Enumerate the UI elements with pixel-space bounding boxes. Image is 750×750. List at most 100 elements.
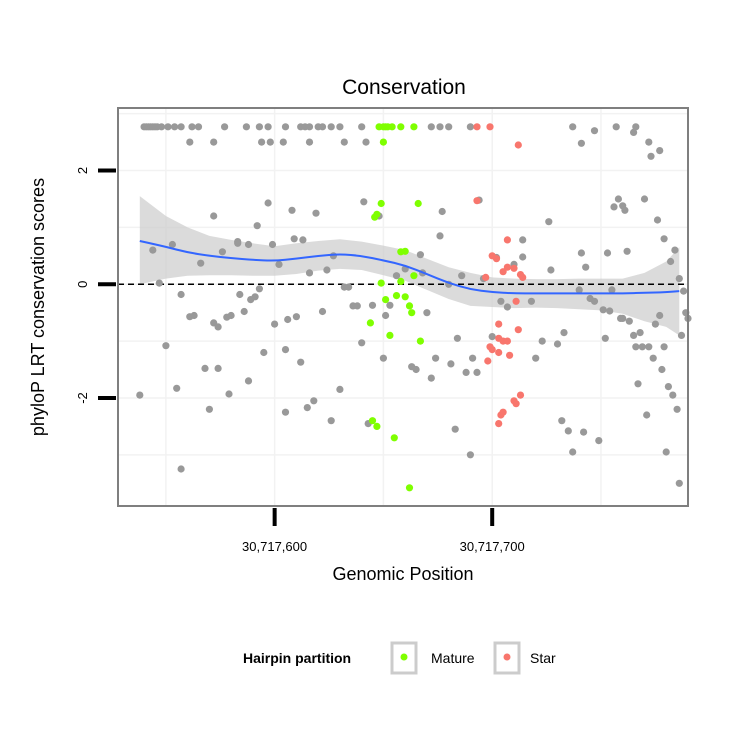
data-point (519, 236, 527, 244)
data-point (382, 296, 390, 304)
data-point (519, 273, 527, 281)
data-point (362, 138, 370, 146)
legend-swatch-mature (400, 653, 408, 661)
y-tick-label: 0 (75, 281, 90, 288)
y-tick-label: -2 (75, 392, 90, 404)
data-point (595, 437, 603, 445)
data-point (336, 123, 344, 131)
data-point (416, 337, 424, 345)
data-point (503, 263, 511, 271)
data-point (447, 360, 455, 368)
data-point (473, 197, 481, 205)
data-point (164, 123, 172, 131)
data-point (625, 317, 633, 325)
data-point (345, 283, 353, 291)
data-point (560, 329, 568, 337)
data-point (416, 251, 424, 259)
data-point (373, 422, 381, 430)
data-point (305, 269, 314, 277)
data-point (401, 247, 409, 255)
data-point (675, 479, 683, 487)
data-point (225, 390, 233, 398)
data-point (281, 123, 290, 131)
data-point (177, 123, 185, 131)
data-point (582, 263, 590, 271)
data-point (575, 286, 583, 294)
data-point (451, 425, 459, 433)
data-point (379, 138, 387, 146)
data-point (227, 311, 235, 320)
data-point (638, 343, 646, 351)
data-point (680, 287, 688, 295)
data-point (366, 319, 374, 327)
x-axis-title: Genomic Position (332, 564, 473, 584)
data-point (512, 400, 520, 408)
data-point (177, 465, 185, 473)
legend-item-star: Star (493, 641, 556, 675)
data-point (632, 343, 640, 351)
x-tick-label: 30,717,600 (242, 539, 307, 554)
data-point (401, 293, 409, 301)
data-point (610, 203, 618, 211)
data-point (649, 354, 657, 362)
data-point (410, 123, 418, 131)
data-point (264, 199, 272, 207)
data-point (658, 365, 666, 374)
data-point (651, 320, 660, 328)
data-point (323, 266, 331, 274)
data-point (640, 195, 649, 203)
data-point (234, 239, 242, 247)
data-point (405, 302, 414, 310)
data-point (486, 123, 494, 131)
data-point (253, 222, 261, 230)
data-point (173, 384, 181, 392)
data-point (414, 199, 422, 208)
data-point (577, 249, 586, 257)
data-point (377, 279, 385, 287)
data-point (327, 417, 335, 425)
data-point (634, 380, 642, 388)
data-point (558, 417, 566, 425)
data-point (408, 309, 416, 317)
data-point (310, 397, 318, 405)
data-point (251, 293, 259, 301)
smooth-trend-line (139, 240, 680, 295)
data-point (458, 272, 466, 280)
series-mature (366, 123, 424, 492)
data-point (438, 207, 446, 216)
data-point (312, 209, 320, 217)
data-point (281, 346, 290, 354)
data-point (469, 354, 477, 362)
x-axis: 30,717,600 30,717,700 (242, 508, 525, 554)
data-point (564, 427, 572, 435)
data-point (482, 273, 490, 281)
data-point (360, 198, 368, 206)
data-point (645, 138, 653, 146)
data-point (432, 354, 440, 362)
data-point (377, 199, 385, 208)
data-point (445, 123, 453, 131)
data-point (218, 248, 226, 256)
data-point (436, 123, 444, 131)
data-point (390, 434, 398, 442)
data-point (656, 311, 664, 320)
data-point (645, 343, 653, 351)
data-point (242, 123, 250, 131)
data-point (405, 484, 414, 492)
data-point (299, 236, 307, 244)
data-point (660, 235, 668, 243)
data-points (136, 123, 692, 492)
data-point (255, 123, 263, 131)
data-point (266, 138, 274, 146)
legend-key-star (493, 641, 521, 675)
data-point (503, 303, 511, 311)
data-point (221, 123, 229, 131)
data-point (623, 247, 631, 255)
data-point (388, 123, 396, 131)
data-point (210, 212, 218, 220)
data-point (653, 216, 662, 224)
series-star (473, 123, 527, 428)
data-point (155, 279, 163, 287)
data-point (677, 331, 686, 339)
data-point (244, 377, 253, 385)
